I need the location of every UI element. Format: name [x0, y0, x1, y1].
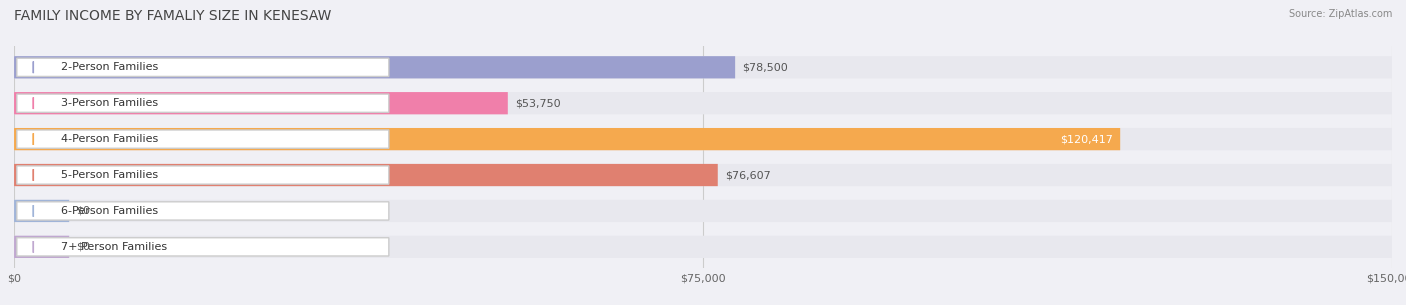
- FancyBboxPatch shape: [14, 92, 1392, 114]
- Text: $76,607: $76,607: [724, 170, 770, 180]
- Text: $120,417: $120,417: [1060, 134, 1114, 144]
- Text: 5-Person Families: 5-Person Families: [60, 170, 157, 180]
- FancyBboxPatch shape: [17, 130, 389, 148]
- Text: $0: $0: [76, 242, 90, 252]
- FancyBboxPatch shape: [14, 200, 69, 222]
- Text: 2-Person Families: 2-Person Families: [60, 62, 157, 72]
- Text: 4-Person Families: 4-Person Families: [60, 134, 157, 144]
- FancyBboxPatch shape: [17, 166, 389, 184]
- FancyBboxPatch shape: [14, 56, 1392, 78]
- FancyBboxPatch shape: [14, 56, 735, 78]
- FancyBboxPatch shape: [17, 202, 389, 220]
- FancyBboxPatch shape: [17, 58, 389, 77]
- Text: 3-Person Families: 3-Person Families: [60, 98, 157, 108]
- Text: $78,500: $78,500: [742, 62, 787, 72]
- FancyBboxPatch shape: [14, 236, 69, 258]
- FancyBboxPatch shape: [17, 238, 389, 256]
- FancyBboxPatch shape: [17, 94, 389, 112]
- Text: FAMILY INCOME BY FAMALIY SIZE IN KENESAW: FAMILY INCOME BY FAMALIY SIZE IN KENESAW: [14, 9, 332, 23]
- FancyBboxPatch shape: [14, 164, 717, 186]
- Text: 7+ Person Families: 7+ Person Families: [60, 242, 167, 252]
- FancyBboxPatch shape: [14, 200, 1392, 222]
- Text: Source: ZipAtlas.com: Source: ZipAtlas.com: [1288, 9, 1392, 19]
- Text: $0: $0: [76, 206, 90, 216]
- FancyBboxPatch shape: [14, 236, 1392, 258]
- Text: $53,750: $53,750: [515, 98, 561, 108]
- FancyBboxPatch shape: [14, 92, 508, 114]
- FancyBboxPatch shape: [14, 128, 1121, 150]
- FancyBboxPatch shape: [14, 128, 1392, 150]
- Text: 6-Person Families: 6-Person Families: [60, 206, 157, 216]
- FancyBboxPatch shape: [14, 164, 1392, 186]
